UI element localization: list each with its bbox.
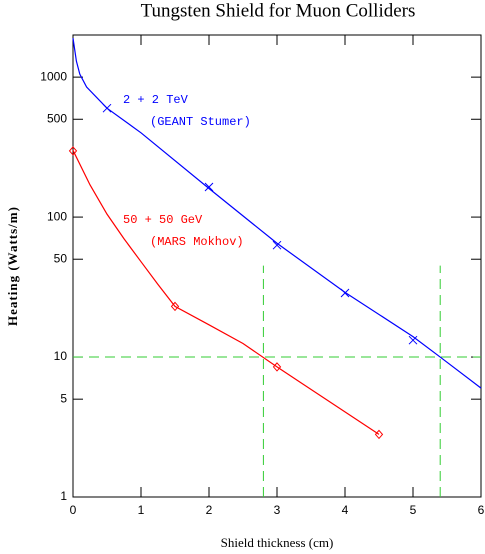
data-line [72,38,482,389]
y-tick-label: 1 [60,489,67,503]
y-tick-label: 100 [47,209,67,223]
y-axis-label: Heating (Watts/m) [5,206,20,326]
annotation: (MARS Mokhov) [150,235,244,249]
y-tick-label: 1000 [40,69,67,83]
annotation: 2 + 2 TeV [123,93,189,107]
y-tick-label: 5 [60,391,67,405]
x-tick-label: 4 [342,503,349,517]
data-point [272,240,282,250]
x-tick-label: 5 [410,503,417,517]
y-tick-label: 10 [54,349,68,363]
annotation: 50 + 50 GeV [123,213,203,227]
data-point [340,288,350,298]
data-point [408,335,418,345]
x-tick-label: 6 [478,503,485,517]
x-tick-label: 1 [138,503,145,517]
x-tick-label: 0 [70,503,77,517]
x-tick-label: 3 [274,503,281,517]
annotation: (GEANT Stumer) [150,115,251,129]
data-point [170,301,180,312]
chart-title: Tungsten Shield for Muon Colliders [141,0,416,21]
data-point [374,429,384,440]
y-tick-label: 50 [54,251,68,265]
data-point [204,182,214,192]
x-tick-label: 2 [206,503,213,517]
x-axis-label: Shield thickness (cm) [221,535,334,550]
data-line [72,150,380,435]
y-tick-label: 500 [47,111,67,125]
data-point [102,103,112,113]
data-point [68,146,78,156]
data-point [272,362,282,372]
